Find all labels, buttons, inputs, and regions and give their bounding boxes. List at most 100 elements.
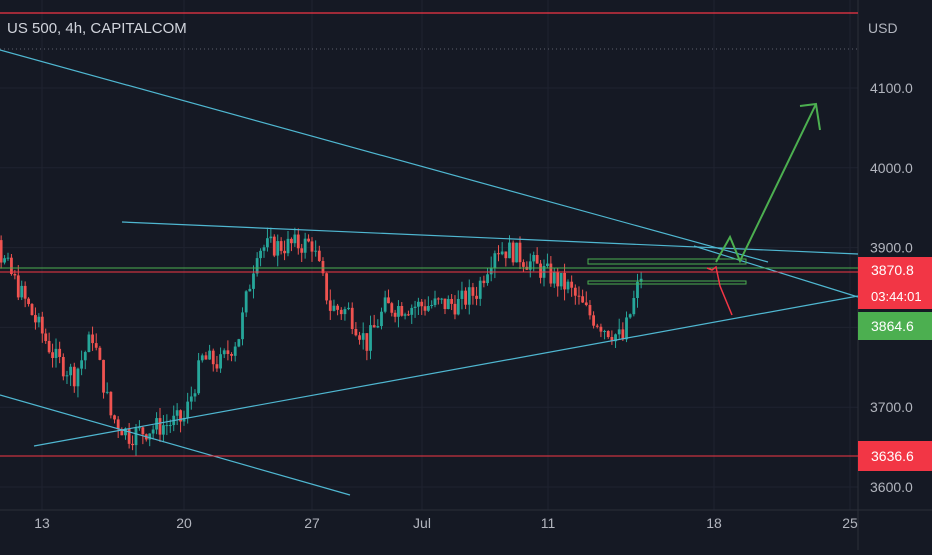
candle-body — [489, 267, 493, 275]
candle-body — [98, 347, 102, 360]
candle-body — [321, 261, 325, 274]
candle-body — [134, 427, 138, 446]
support-price-label: 3636.6 — [871, 448, 914, 464]
time-tick-label: 20 — [176, 515, 192, 531]
time-axis: 13 20 27 Jul 11 18 25 — [34, 515, 858, 531]
red-alternative-path — [706, 265, 733, 316]
candle-body — [504, 251, 508, 259]
price-axis: USD3600.03700.03800.03900.04000.04100.03… — [858, 20, 932, 495]
candle-body — [237, 339, 241, 347]
candle-body — [211, 350, 215, 365]
candle-body — [30, 304, 34, 316]
candle-body — [252, 273, 255, 289]
candle-body — [83, 352, 87, 361]
price-tick-label: 3900.0 — [870, 240, 913, 256]
candle-body — [296, 234, 300, 249]
candle-body — [208, 350, 211, 360]
candle-body — [390, 303, 394, 313]
candle-body — [120, 429, 124, 436]
candle-body — [420, 301, 424, 307]
candle-body — [471, 287, 475, 296]
candle-body — [566, 281, 570, 290]
candle-body — [325, 273, 329, 301]
candle-body — [255, 258, 259, 274]
candle-body — [350, 307, 354, 329]
candle-body — [10, 257, 13, 274]
candle-body — [113, 415, 116, 420]
green-projection-path — [715, 103, 817, 264]
candle-body — [383, 297, 387, 312]
green-price-marker: 3864.6 — [871, 318, 914, 334]
descending-trendline-main — [0, 49, 769, 263]
candle-body — [317, 250, 321, 262]
candle-body — [168, 425, 172, 427]
candle-body — [47, 340, 51, 353]
time-tick-label: 11 — [541, 515, 556, 531]
time-tick-label: 25 — [842, 515, 858, 531]
price-tick-label: 3700.0 — [870, 399, 913, 415]
candle-body — [16, 275, 20, 298]
green-projection-arrowhead — [799, 102, 821, 131]
green-price-marker-bg — [858, 312, 932, 340]
candle-body — [20, 285, 24, 298]
candle-body — [200, 355, 204, 361]
candle-body — [450, 298, 454, 304]
candle-body — [204, 355, 208, 360]
candle-body — [336, 305, 339, 310]
candle-body — [65, 375, 69, 377]
candle-body — [552, 271, 556, 284]
candle-body — [6, 257, 10, 259]
candle-body — [632, 298, 636, 315]
candle-body — [511, 242, 515, 263]
candle-body — [219, 354, 222, 369]
candle-body — [193, 393, 197, 397]
candle-body — [272, 236, 276, 256]
candle-body — [87, 334, 91, 353]
candle-body — [625, 317, 628, 340]
candle-body — [475, 295, 478, 299]
candle-body — [13, 273, 17, 276]
candle-body — [535, 255, 539, 264]
candle-body — [403, 314, 407, 316]
candle-body — [230, 353, 233, 356]
candle-body — [328, 300, 332, 311]
candle-body — [387, 297, 390, 304]
candle-body — [397, 305, 400, 317]
time-tick-label: 13 — [34, 515, 50, 531]
candle-body — [0, 240, 3, 263]
candle-body — [27, 298, 30, 305]
candle-body — [165, 425, 169, 427]
candle-body — [51, 352, 54, 358]
candle-body — [440, 298, 444, 300]
candle-body — [40, 316, 44, 334]
last-price-label: 3870.8 — [871, 262, 914, 278]
candle-body — [416, 301, 420, 307]
candle-body — [72, 366, 76, 387]
candle-body — [556, 271, 560, 287]
candle-body — [283, 250, 286, 254]
candle-body — [347, 307, 350, 310]
candle-body — [546, 263, 549, 267]
resistance-zone-upper — [587, 258, 747, 265]
candle-body — [361, 333, 365, 340]
candle-body — [182, 417, 186, 422]
candle-body — [189, 396, 193, 402]
candle-body — [628, 314, 632, 318]
candle-body — [573, 287, 577, 296]
candle-body — [522, 262, 525, 267]
candle-body — [595, 325, 599, 327]
trendlines — [0, 49, 859, 496]
countdown-label: 03:44:01 — [871, 289, 922, 304]
candle-body — [515, 242, 518, 263]
time-tick-label: 27 — [304, 515, 320, 531]
candle-body — [606, 330, 610, 338]
candle-body — [518, 242, 522, 263]
candle-body — [279, 241, 283, 251]
candle-body — [293, 234, 297, 244]
candle-body — [151, 429, 155, 434]
candle-body — [610, 337, 614, 342]
candle-body — [276, 241, 280, 256]
candle-body — [307, 238, 310, 242]
